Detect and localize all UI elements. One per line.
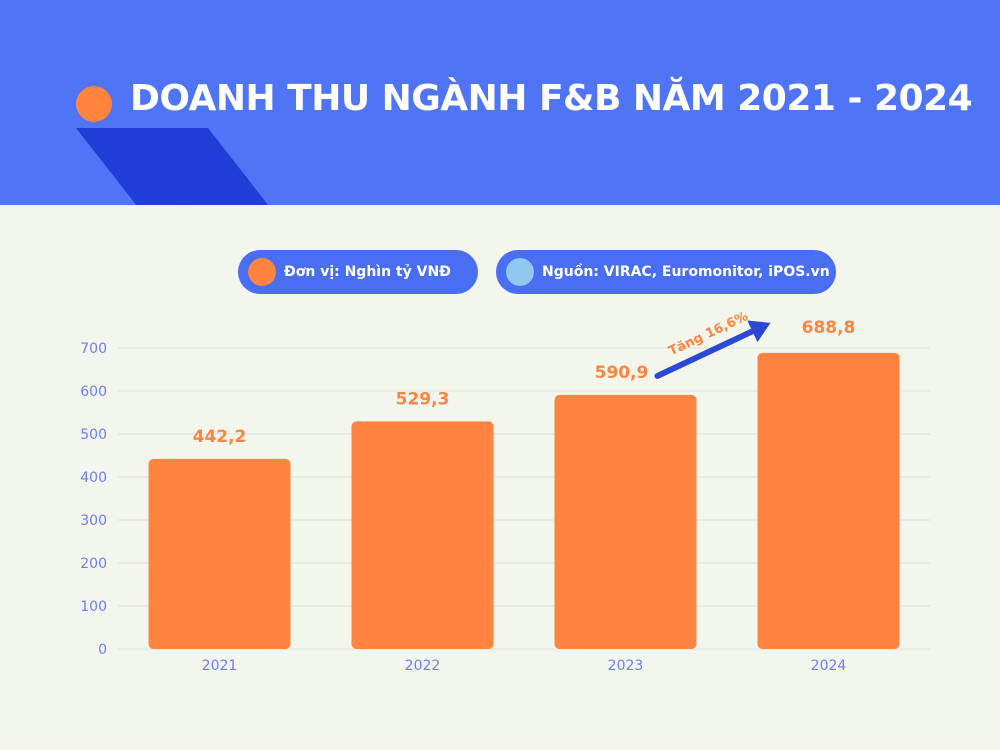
y-tick-label: 600 (80, 384, 107, 400)
y-tick-label: 300 (80, 513, 107, 529)
data-label: 688,8 (802, 318, 856, 338)
y-tick-label: 500 (80, 427, 107, 443)
y-tick-label: 400 (80, 470, 107, 486)
bar (554, 394, 697, 649)
light-blue-dot-icon (506, 258, 534, 286)
page-title: DOANH THU NGÀNH F&B NĂM 2021 - 2024 (130, 78, 973, 119)
bar (757, 352, 900, 649)
source-label: Nguồn: VIRAC, Euromonitor, iPOS.vn (542, 264, 830, 280)
y-tick-label: 0 (98, 642, 107, 658)
y-tick-label: 100 (80, 599, 107, 615)
data-label: 529,3 (396, 389, 450, 409)
unit-badge: Đơn vị: Nghìn tỷ VNĐ (238, 250, 478, 294)
bar (351, 421, 494, 649)
y-tick-label: 700 (80, 341, 107, 357)
orange-dot-icon (76, 86, 112, 122)
source-badge: Nguồn: VIRAC, Euromonitor, iPOS.vn (496, 250, 836, 294)
x-tick-label: 2024 (811, 658, 847, 674)
y-tick-label: 200 (80, 556, 107, 572)
trend-arrow-head-icon (747, 320, 771, 343)
unit-label: Đơn vị: Nghìn tỷ VNĐ (284, 264, 451, 280)
x-tick-label: 2022 (405, 658, 441, 674)
orange-dot-icon (248, 258, 276, 286)
bar (148, 458, 291, 649)
data-label: 442,2 (193, 427, 247, 447)
x-tick-label: 2023 (608, 658, 644, 674)
data-label: 590,9 (595, 363, 649, 383)
x-tick-label: 2021 (202, 658, 238, 674)
header-banner: DOANH THU NGÀNH F&B NĂM 2021 - 2024 (0, 0, 1000, 205)
trend-arrow-icon (654, 328, 756, 379)
